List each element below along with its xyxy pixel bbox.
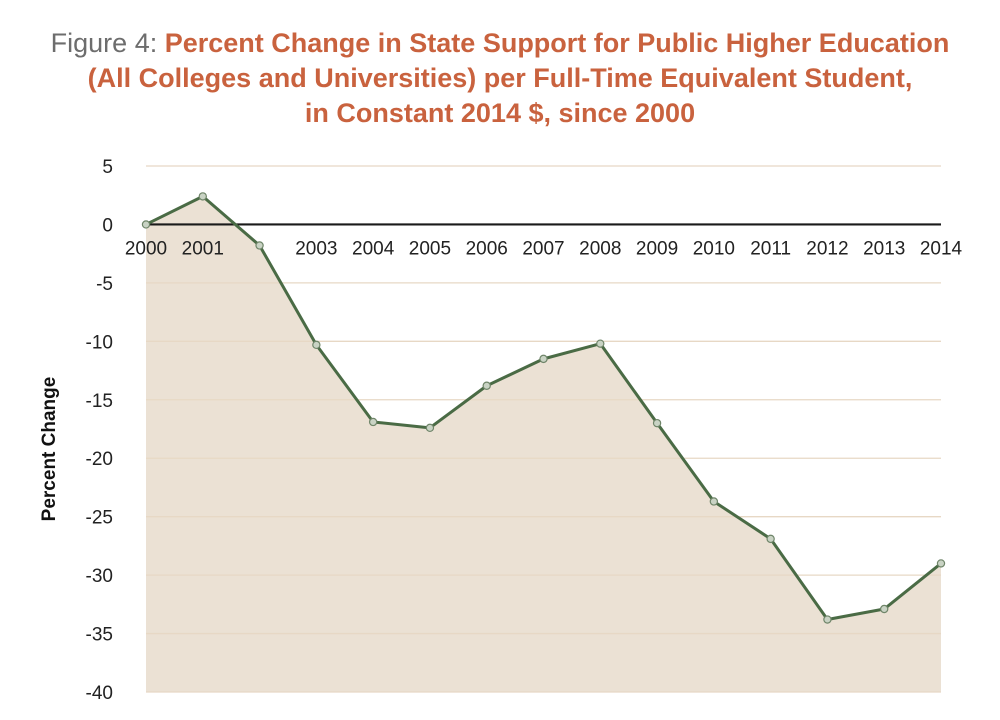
title-text-1: Percent Change in State Support for Publ… <box>164 28 950 58</box>
data-point <box>368 417 378 427</box>
chart-title: Figure 4: Percent Change in State Suppor… <box>0 26 1000 131</box>
data-point <box>880 604 889 614</box>
y-tick-label: 5 <box>102 157 113 178</box>
data-point <box>312 340 321 350</box>
chart-title-line-3: in Constant 2014 $, since 2000 <box>304 98 696 128</box>
data-point <box>936 559 946 568</box>
y-tick-label: -25 <box>86 508 113 529</box>
x-tick-label: 2010 <box>693 238 735 259</box>
y-axis-title: Percent Change <box>39 377 60 522</box>
data-point <box>425 423 435 433</box>
data-point <box>198 192 207 201</box>
area-fill <box>146 196 941 692</box>
y-tick-label: -35 <box>86 625 113 646</box>
x-tick-label: 2013 <box>863 238 905 259</box>
y-tick-label: -5 <box>96 274 113 295</box>
data-point <box>652 418 662 428</box>
x-tick-label: 2011 <box>750 238 791 259</box>
data-point <box>709 497 719 506</box>
x-tick-label: 2000 <box>125 238 167 259</box>
y-tick-label: -10 <box>86 332 113 353</box>
data-point <box>255 241 264 250</box>
y-tick-label: -20 <box>86 449 113 470</box>
data-point <box>141 220 151 229</box>
data-point <box>766 534 775 544</box>
x-tick-label: 2003 <box>295 238 337 259</box>
x-tick-label: 2006 <box>466 238 508 259</box>
data-point <box>823 615 832 624</box>
x-tick-label: 2008 <box>579 238 621 259</box>
y-tick-label: -40 <box>86 683 113 704</box>
y-tick-label: 0 <box>102 215 113 236</box>
chart-title-line-1: Figure 4: Percent Change in State Suppor… <box>0 26 1000 61</box>
y-tick-label: -30 <box>86 566 113 587</box>
data-point <box>482 381 491 390</box>
x-tick-label: 2005 <box>409 238 451 259</box>
figure-prefix: Figure 4: <box>50 28 158 58</box>
x-tick-label: 2014 <box>920 238 963 259</box>
x-tick-label: 2012 <box>806 238 848 259</box>
y-tick-label: -15 <box>86 391 113 412</box>
x-tick-label: 2004 <box>352 238 395 259</box>
data-point <box>539 354 548 364</box>
x-tick-label: 2009 <box>636 238 678 259</box>
x-tick-label: 2001 <box>182 238 224 259</box>
data-point <box>596 339 605 348</box>
chart-title-line-2: (All Colleges and Universities) per Full… <box>87 63 913 93</box>
x-tick-label: 2007 <box>522 238 564 259</box>
